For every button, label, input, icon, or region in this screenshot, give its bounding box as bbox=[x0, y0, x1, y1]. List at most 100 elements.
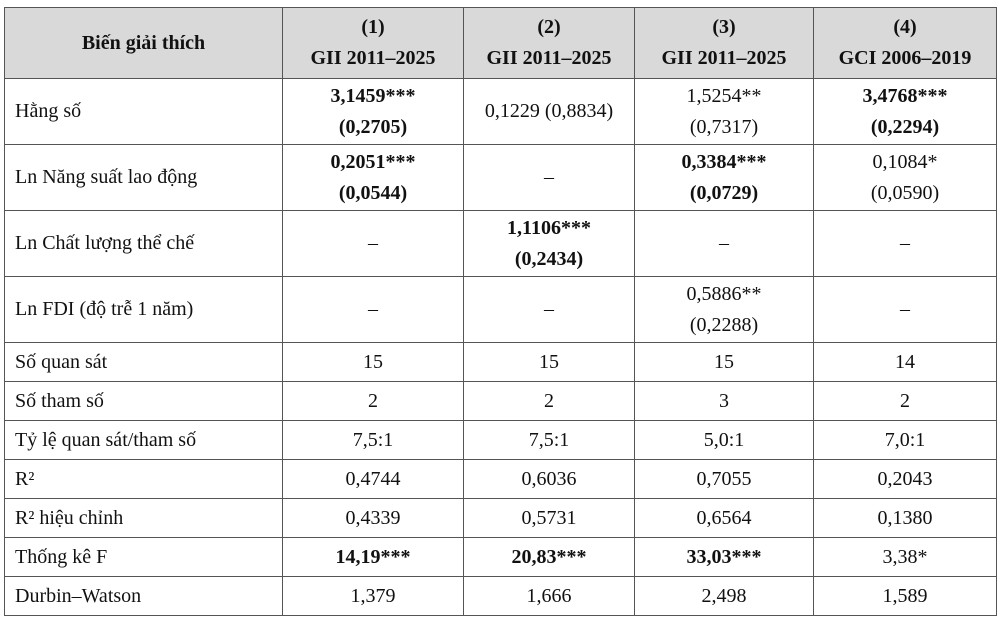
cell-line: – bbox=[719, 232, 729, 254]
cell-line: GII 2011–2025 bbox=[661, 47, 787, 69]
cell-line: (0,2294) bbox=[870, 115, 940, 138]
row-label: R² bbox=[4, 459, 283, 499]
cell-line: 7,0:1 bbox=[884, 428, 926, 451]
cell-line: (0,0590) bbox=[870, 181, 940, 204]
table-header: Biến giải thích (1) GII 2011–2025 (2) GII 20… bbox=[4, 7, 997, 79]
table-cell: 7,0:1 bbox=[813, 420, 997, 460]
table-cell: 0,5886** (0,2288) bbox=[634, 276, 814, 343]
table-cell: 2,498 bbox=[634, 576, 814, 616]
cell-line: Biến giải thích bbox=[81, 31, 206, 54]
table-cell: 20,83*** bbox=[463, 537, 635, 577]
row-label: Hằng số bbox=[4, 78, 283, 145]
cell-line: 0,5731 bbox=[521, 506, 577, 529]
table-row: Ln Năng suất lao động 0,2051*** (0,0544) – 0… bbox=[4, 144, 997, 211]
table-cell: 2 bbox=[463, 381, 635, 421]
table-row: Ln FDI (độ trễ 1 năm) – – 0,5886** (0,2288) – bbox=[4, 276, 997, 343]
cell-line: (0,2288) bbox=[689, 313, 759, 336]
table-cell: 3,38* bbox=[813, 537, 997, 577]
cell-line: 1,5254** bbox=[686, 84, 762, 107]
cell-line: 1,379 bbox=[350, 584, 396, 607]
table-row: Ln Chất lượng thể chế – 1,1106*** (0,2434) –… bbox=[4, 210, 997, 277]
table-cell: 14,19*** bbox=[282, 537, 464, 577]
table-cell: 0,3384*** (0,0729) bbox=[634, 144, 814, 211]
cell-line: 0,2043 bbox=[877, 467, 933, 490]
table-cell: 3,1459*** (0,2705) bbox=[282, 78, 464, 145]
cell-line: 7,5:1 bbox=[528, 428, 570, 451]
cell-line: 5,0:1 bbox=[703, 428, 745, 451]
table-row: Số quan sát 15 15 15 14 bbox=[4, 342, 997, 382]
column-header: (3) GII 2011–2025 bbox=[634, 7, 814, 79]
cell-line: 2 bbox=[544, 389, 554, 412]
table-cell: 15 bbox=[634, 342, 814, 382]
table-cell: 5,0:1 bbox=[634, 420, 814, 460]
table-cell: 0,6036 bbox=[463, 459, 635, 499]
cell-line: 3 bbox=[719, 389, 729, 412]
table-row: R² hiệu chỉnh 0,4339 0,5731 0,6564 0,1380 bbox=[4, 498, 997, 538]
header-row: Biến giải thích (1) GII 2011–2025 (2) GII 20… bbox=[4, 7, 997, 79]
row-label: Tỷ lệ quan sát/tham số bbox=[4, 420, 283, 460]
table-cell: 3,4768*** (0,2294) bbox=[813, 78, 997, 145]
row-label: Số quan sát bbox=[4, 342, 283, 382]
table-cell: 0,1229 (0,8834) bbox=[463, 78, 635, 145]
table-cell: 3 bbox=[634, 381, 814, 421]
table-cell: 0,4744 bbox=[282, 459, 464, 499]
cell-line: (3) bbox=[712, 16, 736, 38]
table-cell: 14 bbox=[813, 342, 997, 382]
table-body: Hằng số 3,1459*** (0,2705) 0,1229 (0,8834) 1… bbox=[4, 78, 997, 616]
table-cell: – bbox=[813, 276, 997, 343]
cell-line: 2 bbox=[900, 389, 910, 412]
table-cell: – bbox=[282, 276, 464, 343]
cell-line: 1,589 bbox=[882, 584, 928, 607]
cell-line: 3,38* bbox=[882, 545, 928, 568]
row-label: Ln FDI (độ trễ 1 năm) bbox=[4, 276, 283, 343]
table-row: Tỷ lệ quan sát/tham số 7,5:1 7,5:1 5,0:1 7,0… bbox=[4, 420, 997, 460]
cell-line: – bbox=[900, 298, 910, 320]
row-label: Durbin–Watson bbox=[4, 576, 283, 616]
cell-line: 1,1106*** bbox=[507, 216, 591, 239]
cell-line: 0,6036 bbox=[521, 467, 577, 490]
cell-line: 1,666 bbox=[526, 584, 572, 607]
row-label: Thống kê F bbox=[4, 537, 283, 577]
cell-line: 15 bbox=[539, 350, 559, 373]
cell-line: 14 bbox=[895, 350, 915, 373]
cell-line: (0,0729) bbox=[689, 181, 759, 204]
column-header: Biến giải thích bbox=[4, 7, 283, 79]
cell-line: 0,7055 bbox=[696, 467, 752, 490]
cell-line: – bbox=[368, 298, 378, 320]
cell-line: 3,4768*** bbox=[862, 84, 948, 107]
table-cell: 7,5:1 bbox=[282, 420, 464, 460]
cell-line: 0,1229 (0,8834) bbox=[484, 100, 614, 122]
table-row: Thống kê F 14,19*** 20,83*** 33,03*** 3,38* bbox=[4, 537, 997, 577]
table-cell: 0,2051*** (0,0544) bbox=[282, 144, 464, 211]
cell-line: GCI 2006–2019 bbox=[838, 47, 972, 69]
cell-line: (0,2705) bbox=[338, 115, 408, 138]
table-row: Số tham số 2 2 3 2 bbox=[4, 381, 997, 421]
cell-line: 15 bbox=[714, 350, 734, 373]
table-cell: 0,7055 bbox=[634, 459, 814, 499]
row-label: Ln Năng suất lao động bbox=[4, 144, 283, 211]
cell-line: 0,6564 bbox=[696, 506, 752, 529]
table-cell: 0,6564 bbox=[634, 498, 814, 538]
table-cell: 1,5254** (0,7317) bbox=[634, 78, 814, 145]
row-label: Số tham số bbox=[4, 381, 283, 421]
cell-line: 0,1380 bbox=[877, 506, 933, 529]
column-header: (1) GII 2011–2025 bbox=[282, 7, 464, 79]
cell-line: 14,19*** bbox=[335, 545, 411, 568]
cell-line: (1) bbox=[361, 16, 385, 38]
cell-line: 3,1459*** bbox=[330, 84, 416, 107]
table-cell: – bbox=[463, 144, 635, 211]
table-cell: 1,666 bbox=[463, 576, 635, 616]
table-cell: 0,1084* (0,0590) bbox=[813, 144, 997, 211]
table-cell: – bbox=[813, 210, 997, 277]
table-cell: 2 bbox=[813, 381, 997, 421]
cell-line: (0,2434) bbox=[514, 247, 584, 270]
table-cell: – bbox=[282, 210, 464, 277]
row-label: Ln Chất lượng thể chế bbox=[4, 210, 283, 277]
cell-line: 0,4744 bbox=[345, 467, 401, 490]
table-cell: – bbox=[634, 210, 814, 277]
cell-line: (0,7317) bbox=[689, 115, 759, 138]
cell-line: 0,5886** bbox=[686, 282, 762, 305]
table-row: Hằng số 3,1459*** (0,2705) 0,1229 (0,8834) 1… bbox=[4, 78, 997, 145]
column-header: (2) GII 2011–2025 bbox=[463, 7, 635, 79]
